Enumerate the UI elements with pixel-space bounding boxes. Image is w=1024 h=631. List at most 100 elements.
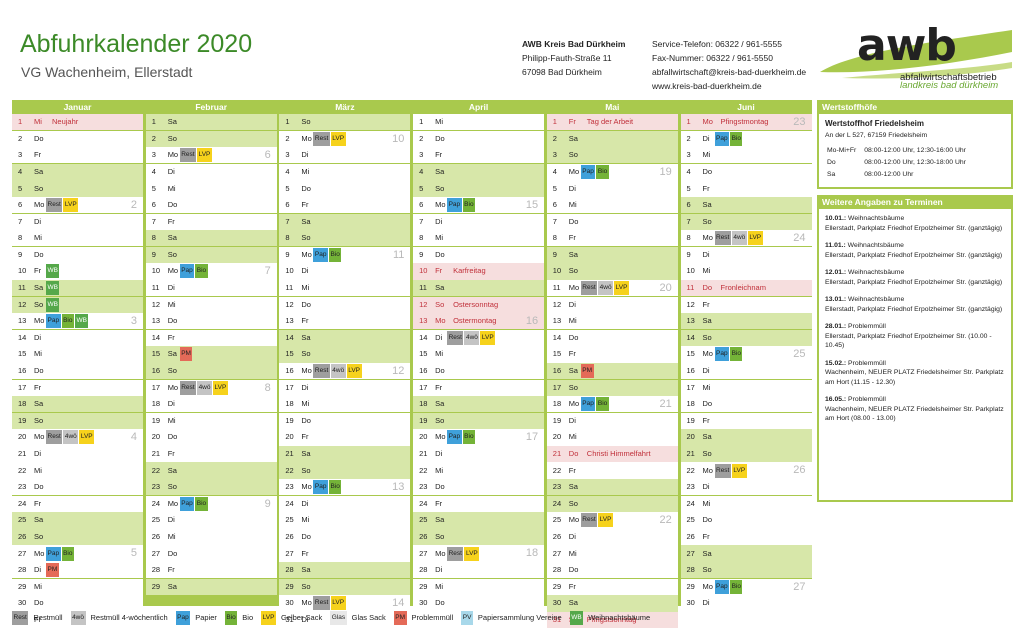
email-link[interactable]: abfallwirtschaft@kreis-bad-duerkheim.de [652,67,807,77]
day-number: 1 [285,117,290,127]
day-number: 16 [18,366,27,376]
badge-pap: Pap [447,198,462,213]
day-number: 2 [419,133,424,143]
day-number: 20 [419,432,428,442]
badge-pap: Pap [714,131,730,146]
weekday: Sa [435,399,445,409]
weekday: Mi [435,117,444,127]
day-row: 29 Sa [145,578,277,595]
event-date: 15.02.: [825,359,847,367]
weekday: Mi [568,432,577,442]
day-number: 13 [686,316,695,326]
legend-label: Restmüll 4-wöchentlich [90,613,168,622]
day-number: 13 [419,316,428,326]
day-row: 23 So [145,479,277,496]
badge-lvp: LVP [731,463,747,478]
event-date: 13.01.: [825,296,847,303]
week-number: 17 [525,431,539,444]
day-row: 8 Fr [546,230,678,247]
day-number: 11 [18,283,26,293]
day-row: 29 Mi [413,578,545,595]
hours-days: Do [827,159,836,166]
weekday: So [167,366,177,376]
month-header: Juni [737,102,755,112]
weekday: Mo [34,432,45,442]
weekday: Mo [568,515,580,525]
day-row: 28 Fr [145,562,277,579]
day-row: 10 Fr WB [12,263,143,280]
weekday: Mi [34,117,42,127]
day-number: 25 [419,515,428,525]
website-link[interactable]: www.kreis-bad-duerkheim.de [652,81,762,91]
termine-box: 10.01.: Weihnachtsbäume Ellerstadt, Parkp… [817,209,1013,502]
badge-pap: Pap [179,496,195,511]
day-row: 25 Sa [413,512,545,529]
day-number: 21 [552,449,562,459]
weekday: Fr [568,349,576,359]
day-number: 26 [18,531,27,541]
badge-pm: PM [179,347,193,362]
event-title: Weihnachtsbäume [846,269,905,276]
weekday: So [435,299,445,309]
badge-w4: 4wö [63,430,79,445]
weekday: Mi [167,299,176,309]
event-title: Weihnachtsbäume [846,215,905,222]
legend-badge: Rest [12,611,29,625]
badge-bio: Bio [61,546,74,561]
day-row: 4 Mi [279,163,411,181]
day-number: 12 [285,299,294,309]
weekday: So [702,565,712,575]
day-number: 19 [686,415,695,425]
day-number: 5 [552,183,557,193]
badge-rest: Rest [714,231,731,246]
legend-label: Papiersammlung Vereine [477,613,562,622]
day-number: 15 [419,349,428,359]
day-number: 19 [285,415,294,425]
holiday-name: Fronleichnam [720,283,766,293]
day-number: 21 [18,449,27,459]
day-row: 20 Mo Pap Bio 17 [413,429,545,446]
legend-item: Glas Glas Sack [330,611,386,625]
weekday: Sa [301,332,311,342]
day-row: 18 Sa [413,396,545,413]
weekday: Di [301,150,309,160]
weekday: Do [435,366,445,376]
day-row: 25 Di [145,512,277,529]
day-number: 7 [285,216,290,226]
day-number: 4 [285,166,290,176]
day-number: 16 [151,366,161,376]
badge-pap: Pap [580,164,596,179]
event-item: 10.01.: Weihnachtsbäume Ellerstadt, Parkp… [825,214,1005,233]
day-number: 7 [552,216,557,226]
wertstoffhoefe-heading: Wertstoffhöfe [817,100,1013,114]
weekday: So [34,183,44,193]
event-title: Problemmüll [846,359,886,367]
day-row: 5 Do [279,180,411,197]
day-row: 15 Mi [12,346,143,363]
weekday: So [167,133,177,143]
day-number: 22 [686,465,695,475]
event-item: 13.01.: Weihnachtsbäume Ellerstadt, Parkp… [825,295,1005,314]
day-row: 20 Mi [546,429,678,446]
day-row: 5 Mi [145,180,277,197]
day-number: 28 [285,565,294,575]
day-number: 1 [151,117,156,127]
day-row: 10 Mo Pap Bio 7 [145,263,277,280]
weekday: Fr [167,216,175,226]
weekday: So [34,531,44,541]
day-row: 25 Do [680,512,812,529]
day-number: 24 [686,498,695,508]
termine-heading: Weitere Angaben zu Terminen [817,195,1013,209]
day-row: 27 Mo Pap Bio 5 [12,545,143,562]
event-head: 13.01.: Weihnachtsbäume [825,295,1005,305]
month-header: Mai [605,102,620,112]
weekday: Mo [435,316,446,326]
weekday: Mo [167,498,179,508]
weekday: Do [301,415,311,425]
legend-label: Restmüll [33,613,63,622]
badge-bio: Bio [328,247,342,262]
day-row: 24 Mi [680,495,812,512]
holiday-name: Tag der Arbeit [586,117,634,127]
day-row: 16 Di [680,362,812,380]
weekday: Sa [702,548,712,558]
